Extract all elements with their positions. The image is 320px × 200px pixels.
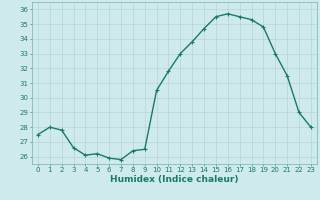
X-axis label: Humidex (Indice chaleur): Humidex (Indice chaleur) — [110, 175, 239, 184]
